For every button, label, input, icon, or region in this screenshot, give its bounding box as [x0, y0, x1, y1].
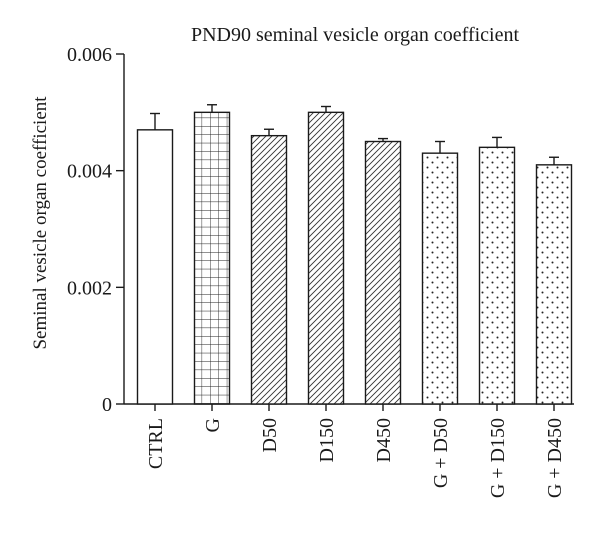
bar-g-d50 [421, 152, 459, 405]
y-tick-label: 0.004 [67, 161, 112, 183]
x-tick-label: D50 [259, 418, 281, 452]
x-tick-label: D150 [316, 418, 338, 462]
x-tick-label: G [202, 418, 224, 432]
bar-ctrl [136, 129, 174, 405]
bars [136, 104, 573, 405]
bar-g [193, 111, 231, 405]
bar-g-d450 [535, 164, 573, 405]
x-tick-label: G + D50 [430, 418, 452, 488]
bar-d150 [307, 111, 345, 405]
y-axis-label: Seminal vesicle organ coefficient [30, 96, 51, 350]
x-axis-ticks: CTRL G D50 D150 D450 G + D50 G + D150 G + D450 [145, 404, 566, 498]
chart-title: PND90 seminal vesicle organ coefficient [191, 24, 520, 46]
x-tick-label: D450 [373, 418, 395, 462]
bar-d450 [364, 140, 402, 405]
bar-g-d150 [478, 146, 516, 405]
y-tick-label: 0 [102, 394, 112, 416]
bar-d50 [250, 134, 288, 405]
y-axis-ticks: 0 0.002 0.004 0.006 [67, 44, 124, 416]
x-tick-label: G + D150 [487, 418, 509, 498]
x-tick-label: G + D450 [544, 418, 566, 498]
y-tick-label: 0.006 [67, 44, 112, 66]
x-tick-label: CTRL [145, 418, 167, 469]
y-tick-label: 0.002 [67, 277, 112, 299]
